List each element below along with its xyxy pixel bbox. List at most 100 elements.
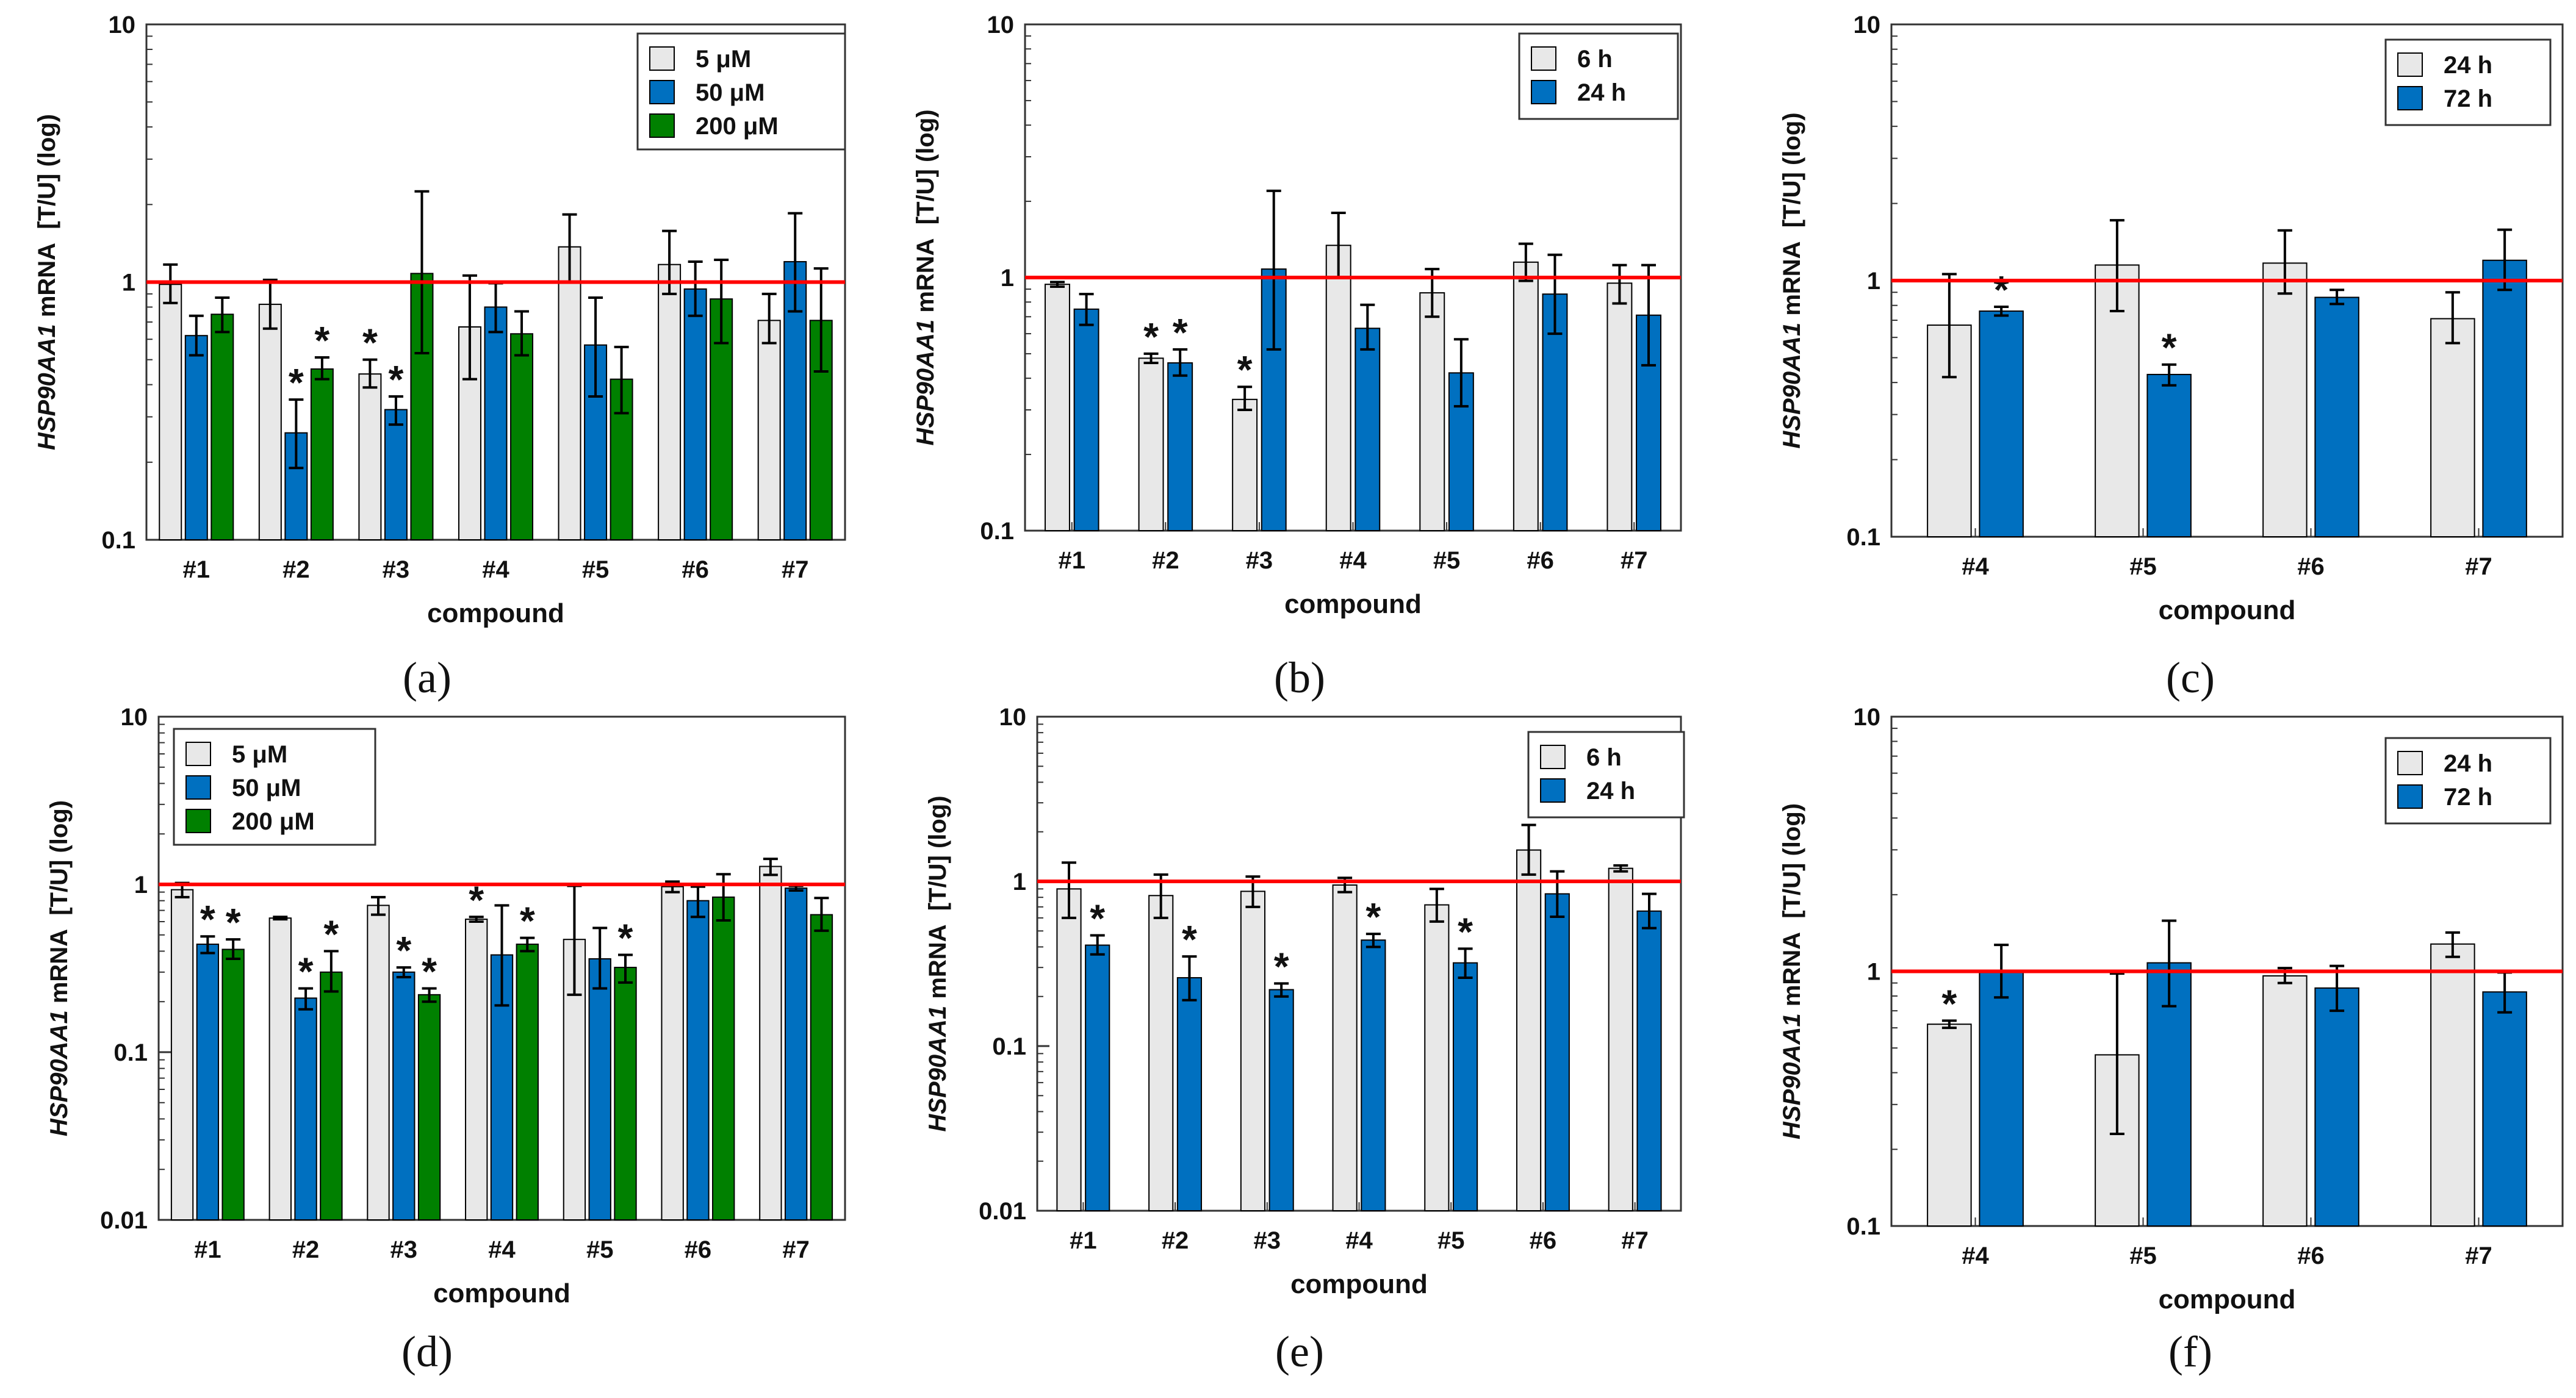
chart-d-legend-label: 50 μM	[232, 775, 301, 801]
chart-e-x-tick-label: #2	[1162, 1227, 1189, 1254]
chart-d-legend-label: 5 μM	[232, 741, 287, 768]
chart-a-y-tick-label: 0.1	[101, 527, 135, 554]
chart-a-significance-star: *	[388, 357, 403, 401]
chart-e-legend-label: 6 h	[1586, 744, 1622, 771]
chart-c-bar	[2430, 318, 2475, 537]
chart-f-y-tick-label: 0.1	[1846, 1213, 1880, 1240]
chart-b-bar	[1073, 308, 1099, 531]
chart-a-bar	[658, 263, 682, 540]
chart-e-x-tick-label: #3	[1254, 1227, 1281, 1254]
chart-e-bar	[1240, 891, 1266, 1212]
chart-d-legend-label: 200 μM	[232, 808, 315, 835]
chart-b-y-axis-label-gene: HSP90AA1	[912, 320, 939, 446]
chart-c-legend-label: 24 h	[2444, 52, 2492, 79]
chart-f-y-tick-label: 10	[1854, 704, 1881, 731]
chart-d-significance-star: *	[618, 916, 633, 960]
chart-d-x-tick-label: #4	[488, 1236, 516, 1263]
chart-b-bar	[1355, 328, 1381, 531]
chart-a-legend-swatch	[649, 113, 675, 138]
chart-c-bar	[2262, 262, 2308, 537]
chart-c-significance-star: *	[2162, 326, 2177, 370]
chart-d-significance-star: *	[200, 897, 215, 941]
chart-e-bar	[1361, 939, 1386, 1212]
chart-a-x-tick-label: #3	[383, 556, 410, 583]
chart-a-y-axis-label-rest: mRNA [T/U] (log)	[34, 114, 60, 324]
chart-d-bar	[614, 967, 637, 1221]
chart-a-y-axis-label: HSP90AA1 mRNA [T/U] (log)	[34, 114, 60, 450]
chart-b-x-tick-label: #2	[1152, 547, 1179, 574]
chart-f-bar	[2262, 975, 2308, 1227]
chart-f-legend-label: 24 h	[2444, 750, 2492, 777]
chart-d-significance-star: *	[323, 912, 339, 956]
chart-c-y-tick-label: 1	[1867, 268, 1880, 295]
chart-c-x-tick-label: #4	[1962, 553, 1989, 580]
chart-b-bar	[1138, 357, 1164, 532]
chart-f-bar	[2314, 987, 2359, 1227]
chart-a-bar	[258, 303, 282, 540]
chart-d-bar	[712, 896, 735, 1221]
chart-b-bar	[1606, 282, 1633, 531]
chart-d-y-axis-label-gene: HSP90AA1	[46, 1010, 73, 1136]
chart-e-x-tick-label: #1	[1070, 1227, 1097, 1254]
chart-d-bar	[686, 900, 710, 1221]
chart-a-bar	[384, 409, 408, 541]
chart-a-y-axis-label-gene: HSP90AA1	[34, 324, 60, 450]
chart-a-bar	[558, 246, 581, 540]
chart-b-x-tick-label: #6	[1527, 547, 1554, 574]
chart-d-significance-star: *	[520, 899, 535, 943]
chart-c-legend-swatch	[2397, 86, 2423, 110]
chart-e-panel-letter: (e)	[1275, 1327, 1324, 1376]
chart-e-significance-star: *	[1090, 897, 1105, 941]
chart-d-significance-star: *	[422, 949, 437, 993]
chart-e-bar	[1056, 888, 1082, 1211]
chart-d-bar	[170, 889, 194, 1221]
chart-c-y-axis-label-gene: HSP90AA1	[1779, 323, 1805, 449]
chart-c-x-tick-label: #5	[2129, 553, 2157, 580]
chart-e-x-tick-label: #5	[1437, 1227, 1465, 1254]
chart-d-bar	[221, 948, 245, 1221]
chart-d-bar	[268, 917, 292, 1221]
chart-a-bar	[159, 284, 182, 540]
chart-d-bar	[417, 994, 441, 1221]
chart-f-legend-label: 72 h	[2444, 784, 2492, 811]
chart-e-y-axis-label-gene: HSP90AA1	[924, 1006, 951, 1132]
chart-b-y-axis-label-rest: mRNA [T/U] (log)	[912, 109, 939, 319]
chart-d-y-tick-label: 1	[134, 872, 148, 898]
chart-a-bar	[210, 314, 234, 540]
chart-c-panel-letter: (c)	[2166, 653, 2215, 702]
chart-c-legend-swatch	[2397, 52, 2423, 77]
chart-e-y-tick-label: 1	[1013, 869, 1026, 895]
chart-c-x-tick-label: #6	[2297, 553, 2325, 580]
chart-a-legend-swatch	[649, 46, 675, 71]
chart-d-bar	[516, 944, 539, 1221]
chart-e-legend-swatch	[1540, 745, 1566, 769]
chart-c-y-axis-label: HSP90AA1 mRNA [T/U] (log)	[1779, 112, 1805, 448]
chart-f-x-tick-label: #5	[2129, 1242, 2157, 1269]
chart-d-y-axis-label: HSP90AA1 mRNA [T/U] (log)	[46, 800, 73, 1136]
chart-d-bar	[661, 886, 684, 1221]
chart-b-y-tick-label: 10	[987, 12, 1015, 38]
chart-d-y-tick-label: 0.1	[113, 1039, 148, 1066]
chart-e-significance-star: *	[1458, 909, 1473, 953]
chart-a-bar	[757, 320, 781, 540]
chart-d-x-tick-label: #7	[782, 1236, 810, 1263]
chart-e-x-tick-label: #7	[1621, 1227, 1649, 1254]
chart-b-legend-label: 24 h	[1577, 79, 1626, 106]
chart-b-panel-letter: (b)	[1274, 653, 1325, 702]
chart-b-legend-label: 6 h	[1577, 46, 1613, 73]
chart-d-bar	[759, 866, 782, 1221]
chart-c-bar	[2146, 373, 2192, 537]
chart-d-legend-swatch	[185, 742, 211, 766]
chart-d-x-tick-label: #6	[685, 1236, 712, 1263]
chart-e-bar	[1516, 849, 1542, 1212]
chart-b-y-tick-label: 0.1	[980, 518, 1014, 545]
chart-e-y-axis-label-rest: mRNA [T/U] (log)	[924, 795, 951, 1005]
chart-c-x-tick-label: #7	[2465, 553, 2492, 580]
chart-a-x-tick-label: #6	[682, 556, 709, 583]
chart-d-bar	[367, 905, 390, 1221]
chart-a-legend-label: 5 μM	[696, 46, 751, 73]
chart-e-bar	[1332, 884, 1358, 1211]
chart-e-x-axis-label: compound	[1290, 1269, 1428, 1299]
chart-e-x-tick-label: #6	[1530, 1227, 1557, 1254]
